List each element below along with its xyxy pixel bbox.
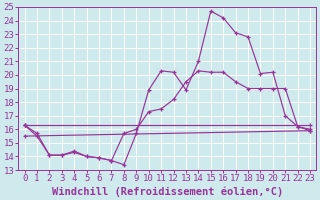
X-axis label: Windchill (Refroidissement éolien,°C): Windchill (Refroidissement éolien,°C) — [52, 186, 283, 197]
